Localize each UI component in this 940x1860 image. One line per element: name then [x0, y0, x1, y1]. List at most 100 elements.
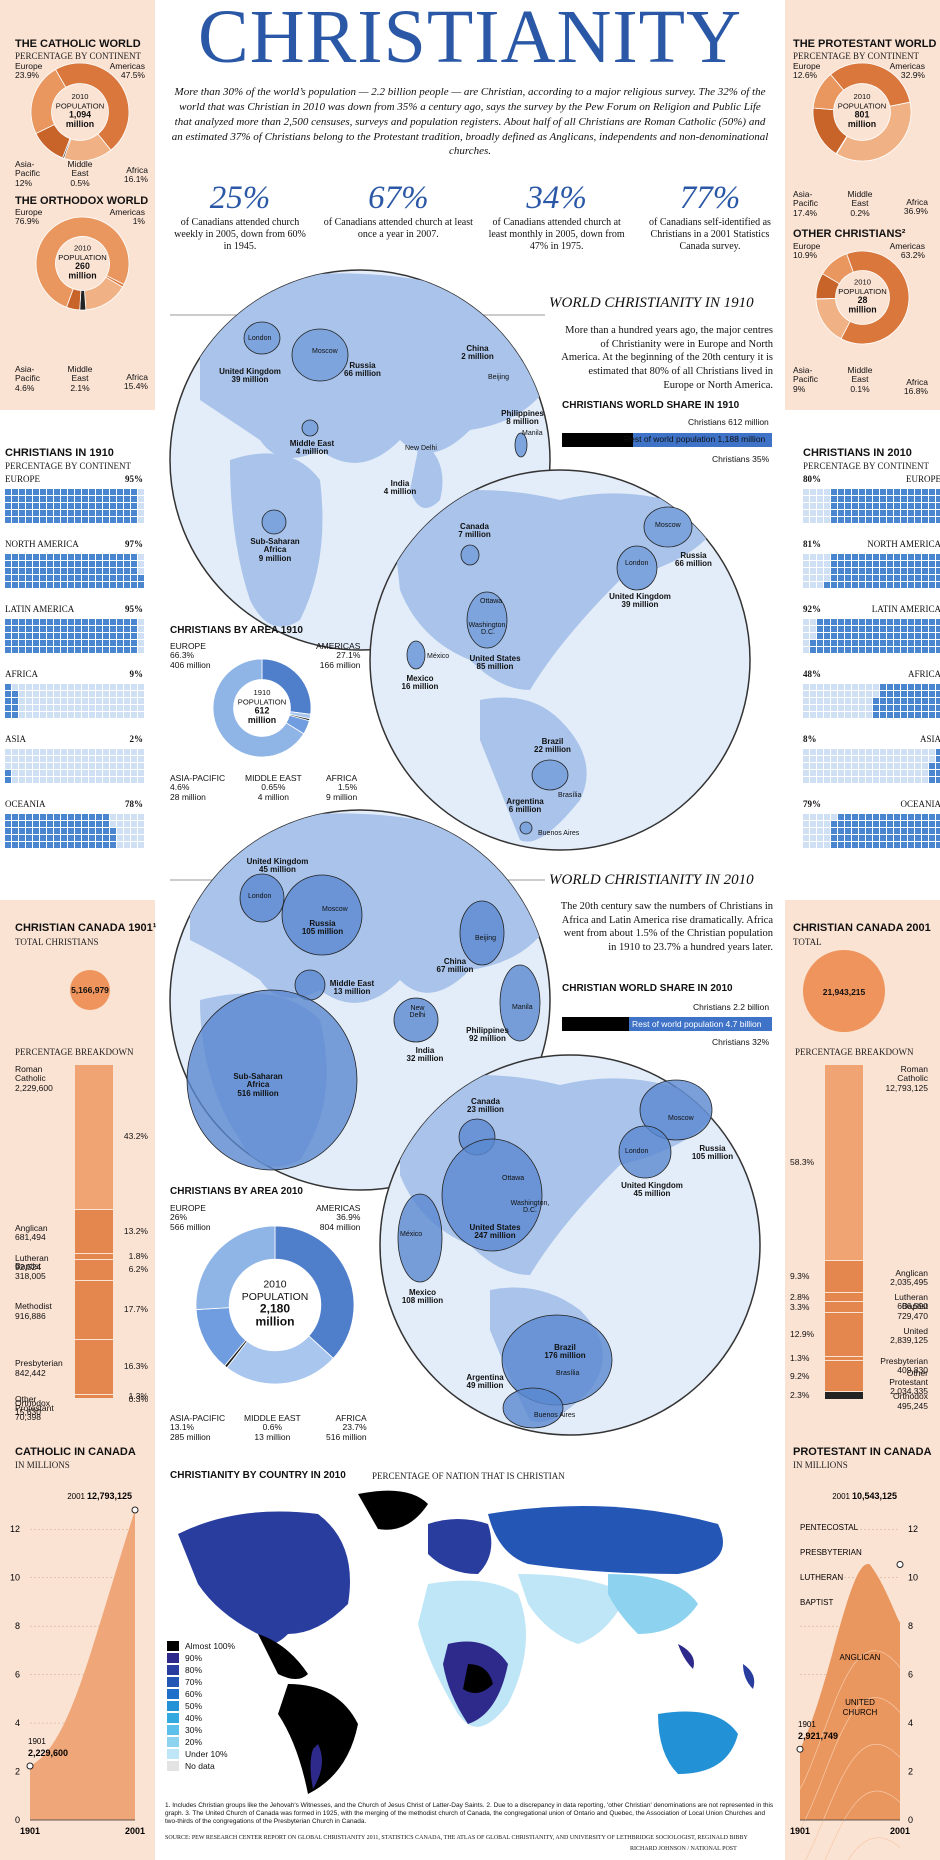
- waffle-cell: [894, 568, 900, 574]
- waffle-cell: [817, 633, 823, 639]
- donut-center-text: 1910: [254, 688, 271, 697]
- globe-label: China 2 million: [461, 344, 494, 362]
- waffle-cell: [5, 517, 11, 523]
- waffle-cell: [19, 835, 25, 841]
- waffle-cell: [922, 633, 928, 639]
- waffle-cell: [803, 770, 809, 776]
- waffle-cell: [117, 705, 123, 711]
- waffle-cell: [831, 489, 837, 495]
- legend-swatch: [167, 1713, 179, 1723]
- waffle-cell: [89, 770, 95, 776]
- waffle-cell: [96, 582, 102, 588]
- waffle-cell: [61, 575, 67, 581]
- waffle-cell: [922, 828, 928, 834]
- waffle-cell: [838, 619, 844, 625]
- stack-label: Orthodox 495,245: [893, 1391, 928, 1411]
- waffle-cell: [908, 756, 914, 762]
- waffle-cell: [47, 647, 53, 653]
- waffle-cell: [831, 510, 837, 516]
- waffle-cell: [929, 561, 935, 567]
- waffle-cell: [26, 770, 32, 776]
- waffle-cell: [859, 640, 865, 646]
- globe-label: United Kingdom 45 million: [246, 857, 309, 875]
- waffle-cell: [110, 503, 116, 509]
- waffle-cell: [824, 828, 830, 834]
- stack-label: Baptist 729,470: [897, 1301, 928, 1321]
- waffle-cell: [824, 821, 830, 827]
- canada2001-total-circle: [803, 950, 885, 1032]
- globe-label: Sub-Saharan Africa 9 million: [250, 537, 300, 563]
- area2010-asia: ASIA-PACIFIC 13.1% 285 million: [170, 1413, 226, 1442]
- waffle-cell: [929, 568, 935, 574]
- waffle-cell: [19, 633, 25, 639]
- waffle-cell: [5, 821, 11, 827]
- waffle-cell: [873, 749, 879, 755]
- waffle-cell: [33, 568, 39, 574]
- stack-pct: 9.3%: [790, 1271, 810, 1282]
- globe-label: London: [248, 893, 272, 900]
- waffle-cell: [866, 770, 872, 776]
- waffle-cell: [817, 554, 823, 560]
- waffle-cell: [61, 705, 67, 711]
- waffle-cell: [82, 510, 88, 516]
- waffle-cell: [838, 705, 844, 711]
- area-series-divider: [824, 1790, 901, 1860]
- waffle-cell: [89, 835, 95, 841]
- waffle-cell: [852, 568, 858, 574]
- waffle-cell: [852, 517, 858, 523]
- waffle-cell: [915, 756, 921, 762]
- x-tick-label: 2001: [125, 1826, 145, 1836]
- waffle-cell: [131, 705, 137, 711]
- waffle-cell: [873, 626, 879, 632]
- donut-center-text: million: [256, 1314, 295, 1328]
- waffle-cell: [894, 517, 900, 523]
- waffle-cell: [117, 814, 123, 820]
- waffle-cell: [12, 691, 18, 697]
- waffle-cell: [47, 582, 53, 588]
- waffle-cell: [845, 821, 851, 827]
- waffle-cell: [110, 821, 116, 827]
- canada2001-title: CHRISTIAN CANADA 2001: [793, 922, 931, 934]
- waffle-cell: [922, 705, 928, 711]
- waffle-cell: [908, 496, 914, 502]
- donut-center-text: million: [248, 715, 276, 725]
- waffle-cell: [929, 619, 935, 625]
- waffle-cell: [138, 749, 144, 755]
- waffle-cell: [103, 712, 109, 718]
- waffle-cell: [110, 698, 116, 704]
- waffle-cell: [859, 517, 865, 523]
- waffle-cell: [929, 698, 935, 704]
- waffle-cell: [852, 647, 858, 653]
- waffle-cell: [12, 835, 18, 841]
- waffle-cell: [915, 489, 921, 495]
- waffle-cell: [12, 582, 18, 588]
- waffle-region-label: AFRICA: [907, 669, 940, 679]
- waffle-cell: [803, 777, 809, 783]
- waffle-cell: [117, 582, 123, 588]
- waffle-cell: [110, 619, 116, 625]
- donut-slice-africa: [836, 101, 912, 162]
- waffle-cell: [824, 561, 830, 567]
- waffle-cell: [824, 619, 830, 625]
- waffle-cell: [124, 626, 130, 632]
- donut-slice-americas: [840, 250, 910, 345]
- waffle-grid: [5, 749, 144, 783]
- waffle-cell: [810, 633, 816, 639]
- waffle-region-label: ASIA: [5, 734, 27, 744]
- waffle-cell: [817, 568, 823, 574]
- waffle-cell: [40, 496, 46, 502]
- legend-label: 40%: [185, 1713, 203, 1723]
- waffle-cell: [915, 619, 921, 625]
- globe-label: Moscow: [668, 1115, 694, 1122]
- waffle-cell: [803, 756, 809, 762]
- globe-label: Russia 66 million: [344, 361, 381, 379]
- waffle-cell: [915, 712, 921, 718]
- waffle-cell: [922, 770, 928, 776]
- legend-swatch: [167, 1677, 179, 1687]
- waffle-cell: [103, 561, 109, 567]
- waffle-cell: [859, 489, 865, 495]
- waffle-cell: [89, 684, 95, 690]
- globe-label: México: [427, 653, 450, 660]
- waffle-cell: [5, 561, 11, 567]
- waffle-cell: [810, 582, 816, 588]
